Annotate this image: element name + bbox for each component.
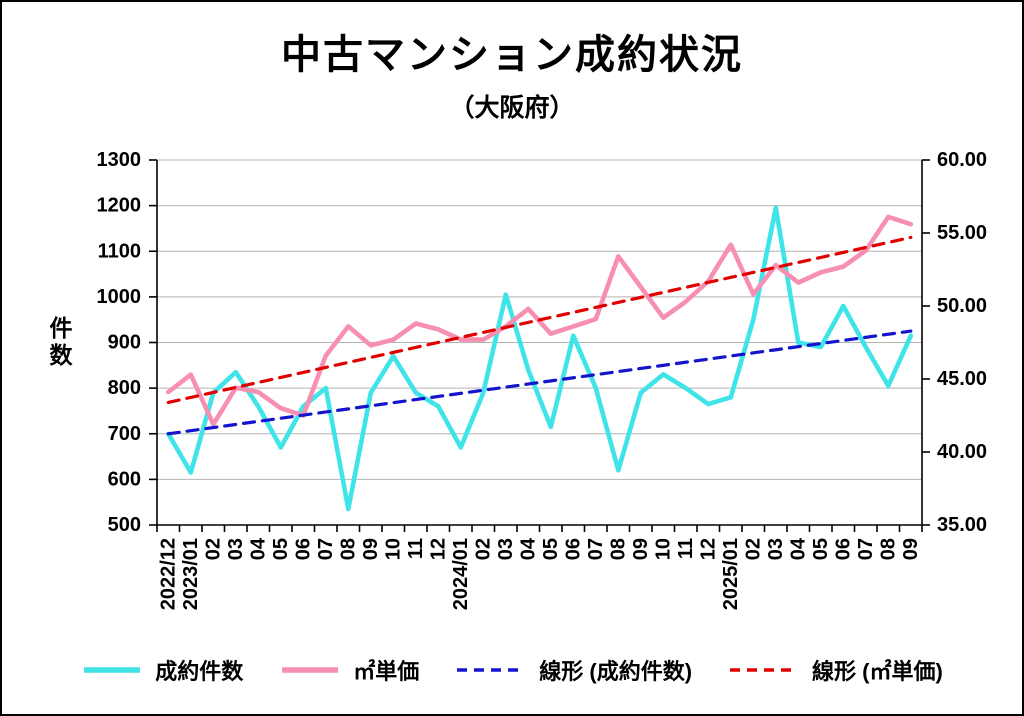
- legend-line-solid-cyan-icon: [84, 667, 141, 673]
- right-tick-label: 50.00: [937, 295, 987, 317]
- series-line-2: [166, 329, 913, 436]
- legend-label-trend-deals: 線形 (成約件数): [539, 659, 693, 684]
- legend-item-unit-price: ㎡単価: [279, 654, 419, 686]
- left-tick-label: 700: [108, 423, 141, 445]
- x-tick-label: 06: [292, 538, 314, 560]
- legend-item-trend-deals: 線形 (成約件数): [455, 654, 692, 686]
- plot-area: 500 600 700 800 900 1000 1100 1200 1300 35.00 40.0…: [97, 149, 988, 610]
- x-tick-label: 02: [742, 538, 764, 560]
- left-tick-label: 1000: [97, 286, 142, 308]
- left-axis-title: 件数: [46, 316, 72, 370]
- chart-subtitle: （大阪府）: [449, 94, 575, 122]
- right-tick-label: 35.00: [937, 514, 987, 536]
- x-tick-label: 10: [382, 538, 404, 560]
- right-tick-label: 60.00: [937, 149, 987, 171]
- x-tick-label: 06: [832, 538, 854, 560]
- left-tick-label: 900: [108, 332, 141, 354]
- legend-label-unit-price: ㎡単価: [353, 659, 420, 684]
- x-tick-label: 06: [562, 538, 584, 560]
- legend-line-dashed-blue-icon: [457, 668, 526, 672]
- x-tick-label: 11: [675, 538, 697, 559]
- legend-label-deals: 成約件数: [155, 659, 244, 684]
- x-tick-label: 04: [247, 537, 269, 560]
- left-tick-label: 1200: [97, 195, 142, 217]
- x-tick-label: 05: [270, 538, 292, 560]
- x-tick-label: 03: [225, 538, 247, 560]
- x-tick-label: 12: [697, 538, 719, 560]
- x-tick-label: 04: [787, 537, 809, 560]
- x-tick-label: 08: [337, 538, 359, 560]
- chart-title: 中古マンション成約状況: [281, 33, 743, 77]
- x-tick-label: 12: [427, 538, 449, 560]
- series-line-0: [166, 205, 914, 512]
- x-tick-label: 03: [765, 538, 787, 560]
- left-tick-label: 1300: [97, 149, 142, 171]
- right-tick-label: 55.00: [937, 222, 987, 244]
- right-tick-label: 45.00: [937, 368, 987, 390]
- x-tick-label: 2025/01: [720, 538, 742, 610]
- legend: 成約件数 ㎡単価 線形 (成約件数) 線形 (㎡単価): [2, 654, 1022, 686]
- series-line-3: [166, 235, 913, 404]
- x-tick-label: 07: [585, 538, 607, 560]
- x-tick-label: 09: [360, 538, 382, 560]
- x-tick-label: 08: [607, 538, 629, 560]
- left-tick-label: 600: [108, 468, 141, 490]
- left-tick-label: 800: [108, 377, 141, 399]
- x-tick-label: 08: [877, 538, 899, 560]
- x-tick-label: 10: [652, 538, 674, 560]
- x-tick-label: 09: [630, 538, 652, 560]
- legend-line-dashed-red-icon: [730, 668, 799, 672]
- x-tick-label: 2022/12: [157, 538, 179, 610]
- legend-item-trend-unit-price: 線形 (㎡単価): [728, 654, 943, 686]
- x-tick-label: 07: [315, 538, 337, 560]
- right-tick-label: 40.00: [937, 441, 987, 463]
- x-tick-label: 2023/01: [180, 538, 202, 610]
- x-tick-label: 03: [495, 538, 517, 560]
- x-tick-label: 07: [855, 538, 877, 560]
- x-tick-label: 05: [540, 538, 562, 560]
- legend-item-deals: 成約件数: [81, 654, 243, 686]
- x-tick-label: 2024/01: [450, 538, 472, 610]
- x-tick-label: 11: [405, 538, 427, 559]
- x-tick-label: 02: [472, 538, 494, 560]
- left-tick-label: 1100: [98, 240, 141, 262]
- x-tick-label: 05: [810, 538, 832, 560]
- x-tick-label: 09: [900, 538, 922, 560]
- x-tick-label: 04: [517, 537, 539, 560]
- left-tick-label: 500: [108, 514, 141, 536]
- legend-line-solid-pink-icon: [282, 667, 339, 673]
- legend-label-trend-unit-price: 線形 (㎡単価): [812, 659, 943, 684]
- x-tick-label: 02: [202, 538, 224, 560]
